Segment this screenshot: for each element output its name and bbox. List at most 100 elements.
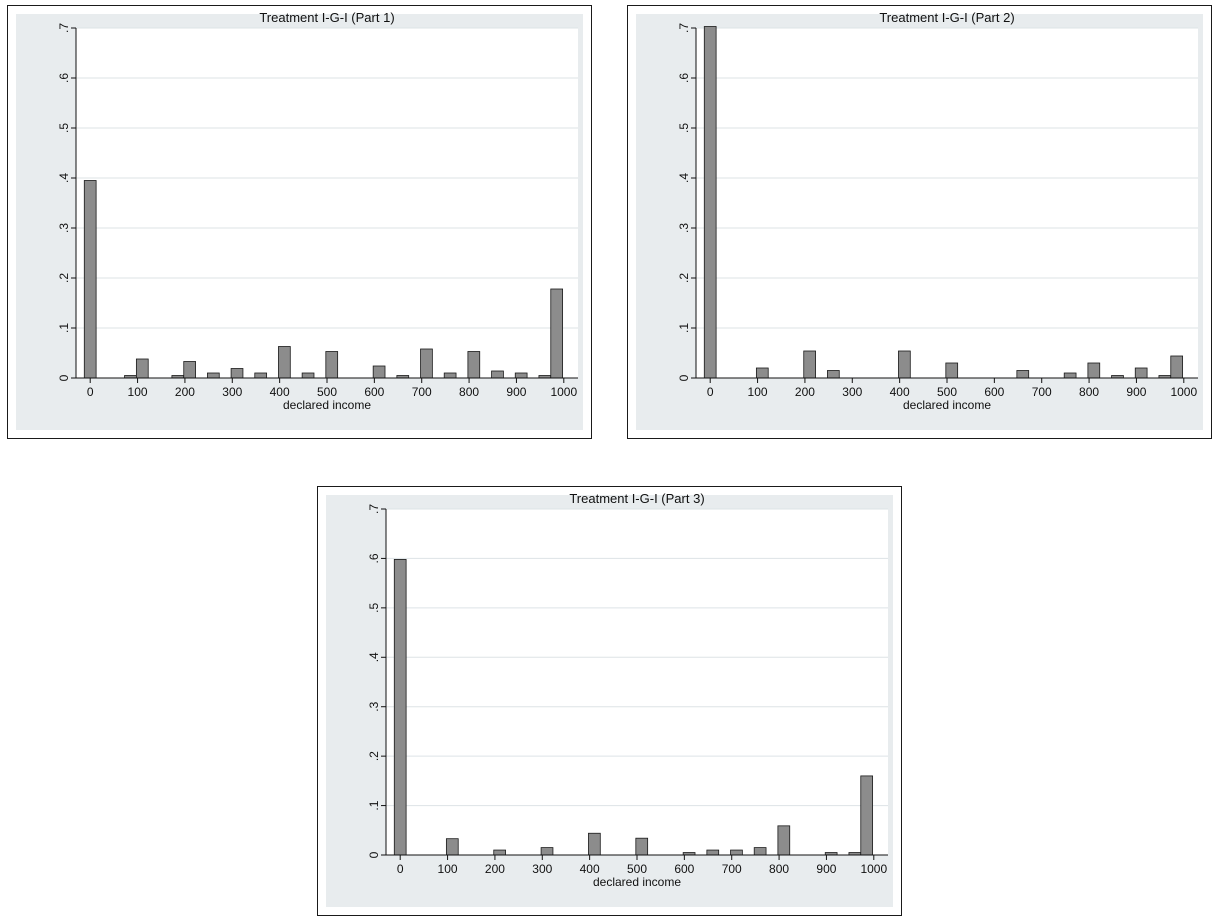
chart-panel-3: Treatment I-G-I (Part 3) 0 .1 .2 .3 .4 .5 .6 .7 0… — [317, 486, 902, 916]
histogram-bar — [301, 372, 315, 379]
histogram-bar — [325, 351, 339, 379]
histogram-bar — [777, 825, 791, 856]
histogram-bar — [183, 361, 196, 379]
y-tick-label: .4 — [677, 173, 691, 183]
x-tick-label: 800 — [459, 385, 479, 399]
x-tick-label: 600 — [674, 862, 694, 876]
x-tick-label: 800 — [1079, 385, 1099, 399]
histogram-bar — [703, 26, 717, 379]
x-tick-label: 600 — [984, 385, 1004, 399]
y-tick-label: .4 — [367, 652, 381, 662]
plot-area — [696, 28, 1198, 378]
plot-area — [76, 28, 578, 378]
x-tick-label: 900 — [506, 385, 526, 399]
histogram-bar — [635, 837, 649, 856]
y-tick-label: 0 — [677, 374, 691, 381]
histogram-bar — [467, 351, 481, 379]
x-tick-label: 700 — [722, 862, 742, 876]
x-tick-label: 300 — [222, 385, 242, 399]
x-tick-label: 400 — [890, 385, 910, 399]
y-tick-label: .5 — [367, 603, 381, 613]
histogram-bar — [730, 849, 743, 856]
histogram-bar — [1134, 367, 1148, 379]
histogram-bar — [207, 372, 220, 379]
y-tick-label: 0 — [367, 851, 381, 858]
x-tick-label: 0 — [397, 862, 404, 876]
x-tick-label: 700 — [1032, 385, 1052, 399]
x-tick-label: 0 — [707, 385, 714, 399]
histogram-bar — [278, 346, 291, 379]
histogram-bar — [550, 288, 564, 379]
histogram-bar — [1170, 355, 1184, 379]
y-tick-label: .5 — [677, 123, 691, 133]
histogram-bar — [540, 847, 554, 856]
x-axis-label: declared income — [593, 875, 681, 889]
y-tick-label: .6 — [677, 73, 691, 83]
x-tick-label: 900 — [1126, 385, 1146, 399]
x-tick-label: 200 — [795, 385, 815, 399]
histogram-bar — [1016, 370, 1030, 379]
x-tick-label: 500 — [317, 385, 337, 399]
x-tick-label: 300 — [532, 862, 552, 876]
y-tick-label: .2 — [57, 273, 71, 283]
histogram-bar — [755, 367, 769, 379]
chart-panel-1: Treatment I-G-I (Part 1) 0 .1 .2 .3 .4 .5 .6 .7 0… — [7, 5, 592, 439]
chart-title: Treatment I-G-I (Part 2) — [879, 10, 1014, 25]
x-tick-label: 1000 — [1170, 385, 1197, 399]
histogram-bar — [1087, 362, 1101, 379]
y-tick-label: .7 — [57, 23, 71, 33]
x-axis-label: declared income — [903, 398, 991, 412]
chart-title: Treatment I-G-I (Part 1) — [259, 10, 394, 25]
histogram-bar — [372, 365, 386, 379]
histogram-bar — [445, 838, 459, 856]
x-tick-label: 300 — [842, 385, 862, 399]
y-tick-label: .6 — [57, 73, 71, 83]
x-tick-label: 600 — [364, 385, 384, 399]
y-tick-label: .1 — [677, 323, 691, 333]
x-tick-label: 700 — [412, 385, 432, 399]
histogram-bar — [491, 370, 504, 379]
histogram-chart-3: Treatment I-G-I (Part 3) 0 .1 .2 .3 .4 .5 .6 .7 0… — [367, 491, 888, 889]
y-tick-label: .7 — [367, 504, 381, 514]
x-tick-label: 0 — [87, 385, 94, 399]
histogram-bar — [254, 372, 268, 379]
x-tick-label: 900 — [816, 862, 836, 876]
x-tick-label: 1000 — [550, 385, 577, 399]
x-tick-label: 500 — [627, 862, 647, 876]
x-tick-label: 400 — [580, 862, 600, 876]
histogram-bar — [420, 348, 433, 379]
x-tick-label: 500 — [937, 385, 957, 399]
histogram-bar — [945, 362, 959, 379]
histogram-chart-2: Treatment I-G-I (Part 2) 0 .1 .2 .3 .4 .5 .6 .7 0… — [677, 10, 1198, 412]
x-tick-label: 200 — [485, 862, 505, 876]
histogram-bar — [135, 358, 149, 379]
x-tick-label: 200 — [175, 385, 195, 399]
y-tick-label: .3 — [367, 701, 381, 711]
y-tick-label: .1 — [367, 800, 381, 810]
x-tick-label: 800 — [769, 862, 789, 876]
chart-panel-2: Treatment I-G-I (Part 2) 0 .1 .2 .3 .4 .5 .6 .7 0… — [627, 5, 1212, 439]
x-tick-label: 400 — [270, 385, 290, 399]
x-tick-label: 1000 — [860, 862, 887, 876]
histogram-bar — [860, 775, 874, 856]
histogram-chart-1: Treatment I-G-I (Part 1) 0 .1 .2 .3 .4 .5 .6 .7 0… — [57, 10, 578, 412]
x-tick-label: 100 — [748, 385, 768, 399]
y-tick-label: .2 — [367, 751, 381, 761]
y-tick-label: .2 — [677, 273, 691, 283]
x-tick-label: 100 — [438, 862, 458, 876]
chart-title: Treatment I-G-I (Part 3) — [569, 491, 704, 506]
y-tick-label: .3 — [677, 223, 691, 233]
y-tick-label: .3 — [57, 223, 71, 233]
histogram-bar — [83, 180, 97, 379]
y-tick-label: .7 — [677, 23, 691, 33]
histogram-bar — [803, 350, 816, 379]
x-axis-label: declared income — [283, 398, 371, 412]
plot-area — [386, 509, 888, 855]
histogram-bar — [230, 368, 244, 379]
y-tick-label: 0 — [57, 374, 71, 381]
histogram-bar — [514, 372, 528, 379]
y-tick-label: .5 — [57, 123, 71, 133]
histogram-bar — [753, 847, 767, 856]
histogram-bar — [493, 849, 506, 856]
y-tick-label: .4 — [57, 173, 71, 183]
